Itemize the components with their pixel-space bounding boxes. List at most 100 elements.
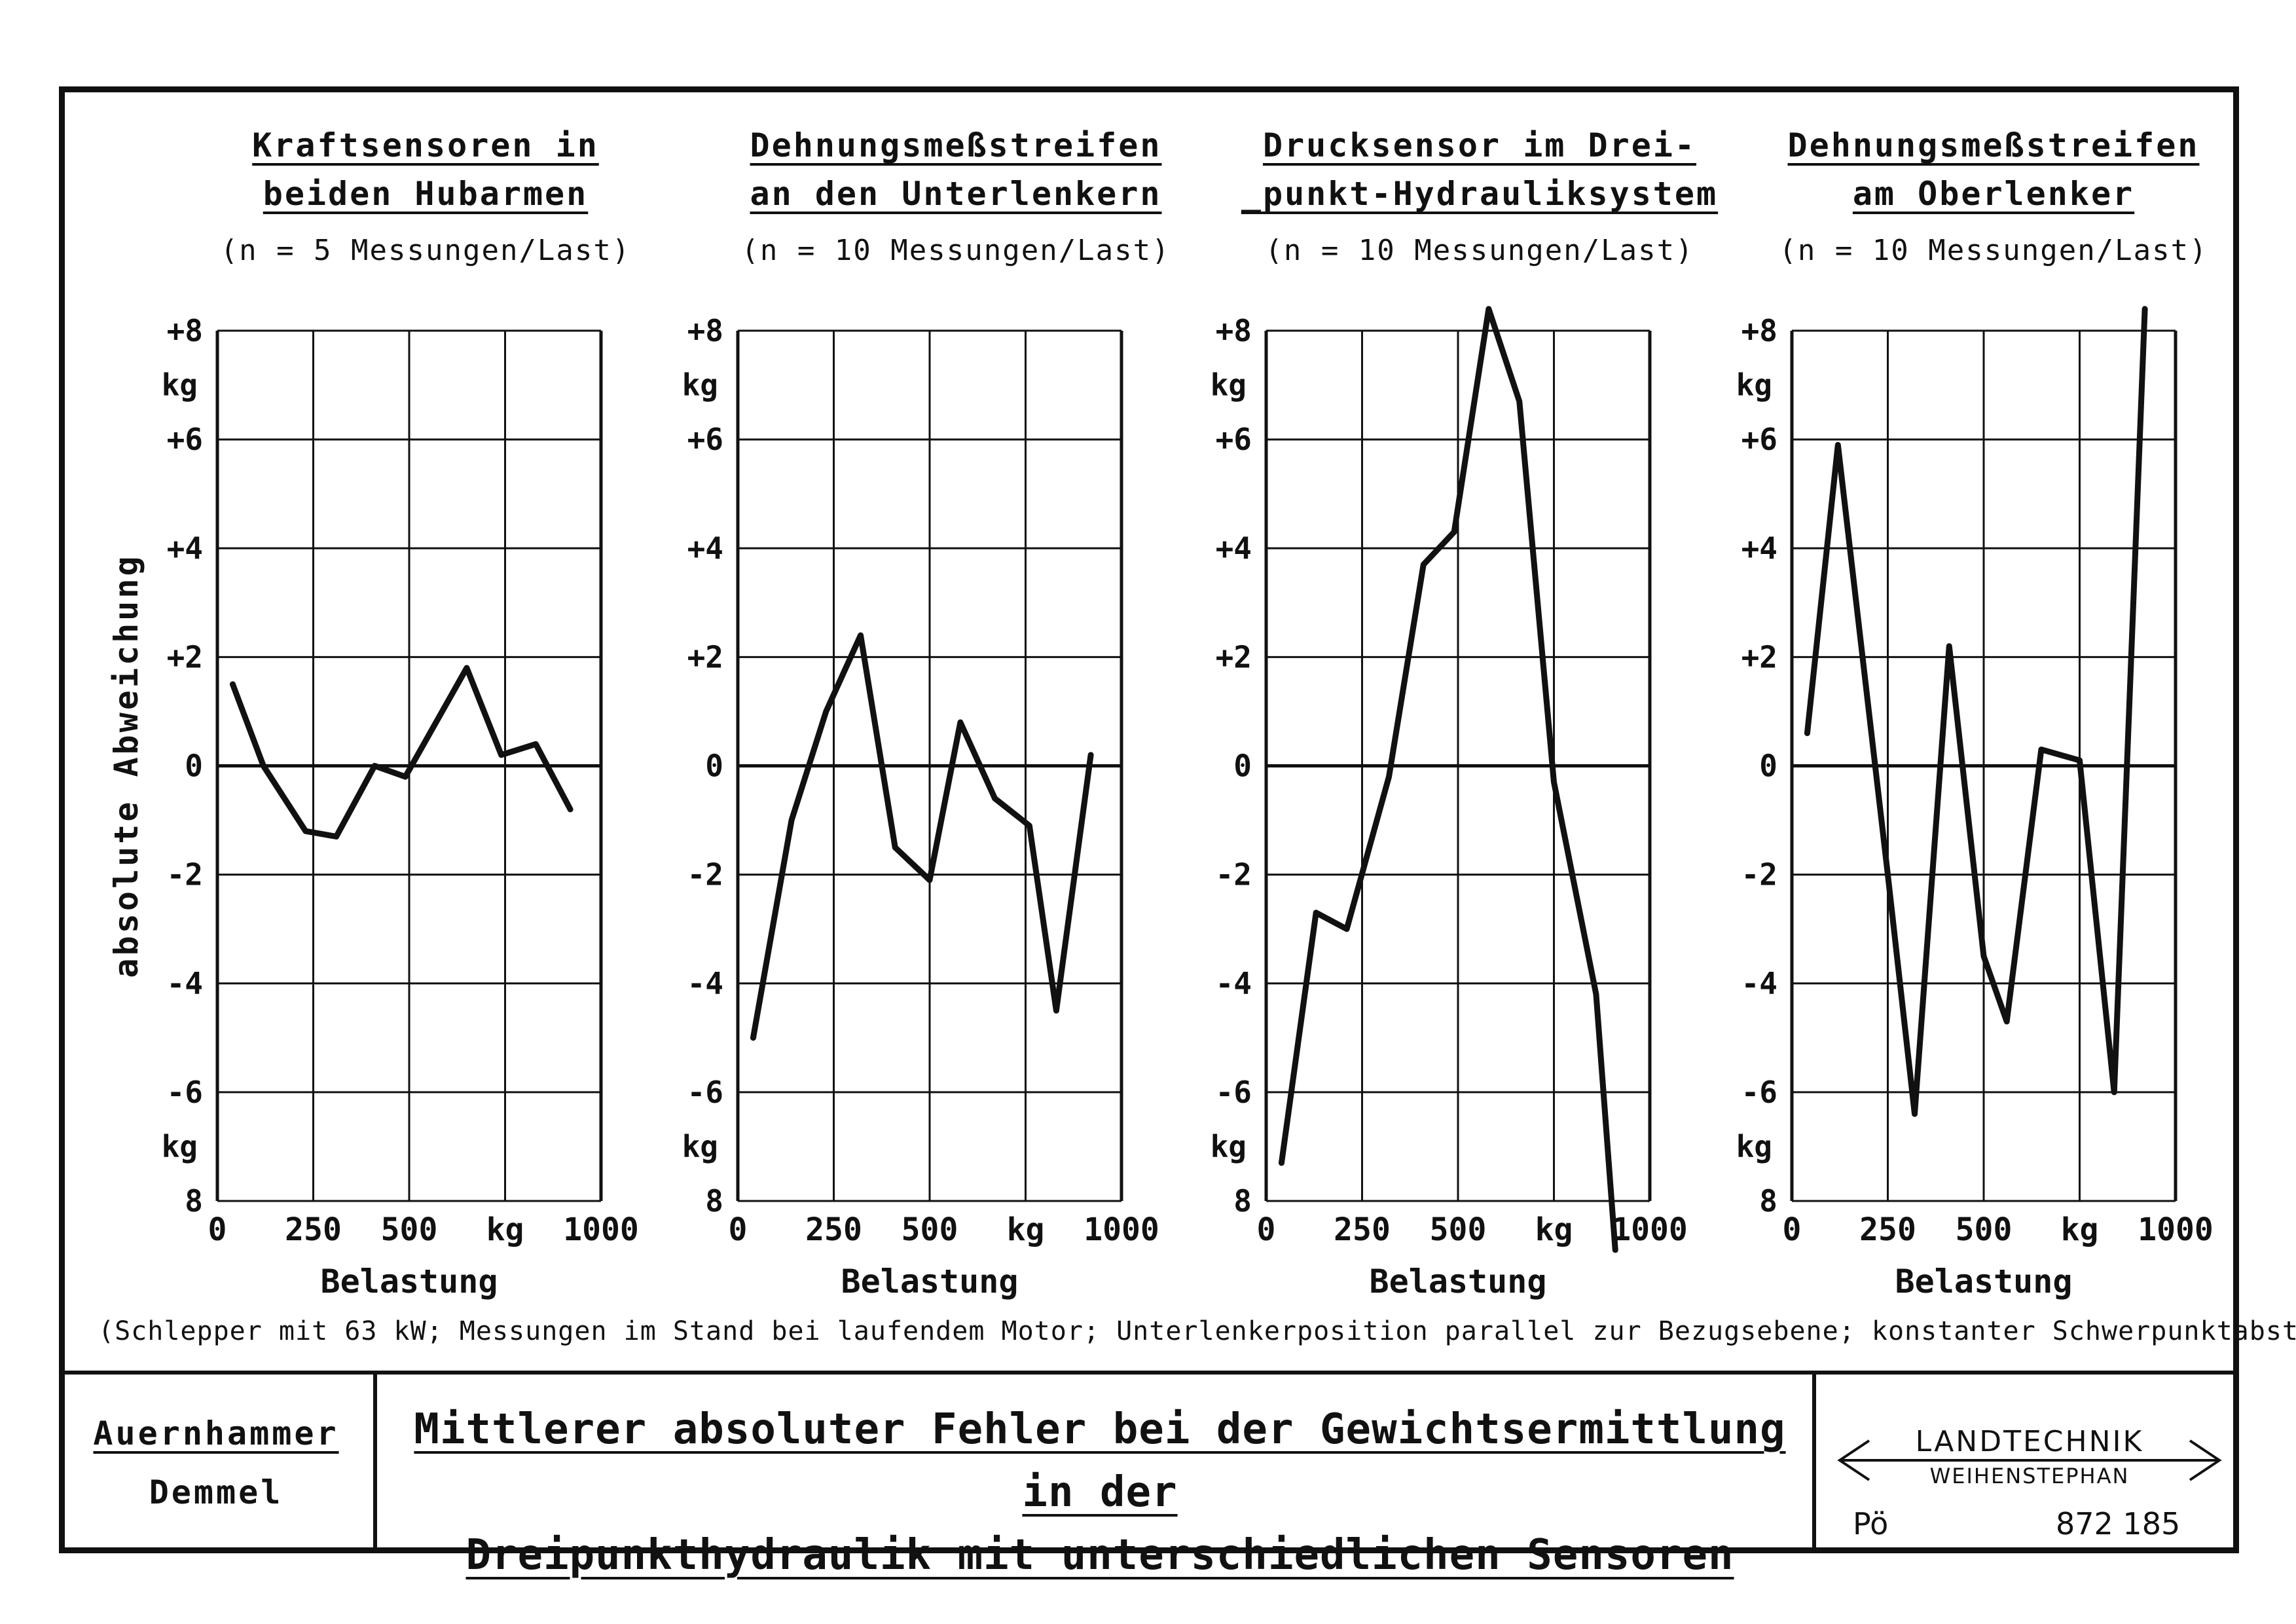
y-tick-label: 8	[185, 1183, 203, 1219]
y-tick-label: -2	[167, 857, 203, 893]
y-tick-label: -6	[1216, 1075, 1252, 1110]
panel-4-title-line-2: am Oberlenker	[1852, 175, 2135, 213]
drawing-code: Pö	[1853, 1506, 1889, 1541]
footer-divider-right	[1812, 1371, 1816, 1553]
y-tick-label: +2	[1216, 639, 1252, 674]
data-point	[1344, 926, 1350, 932]
main-title-line-2: Dreipunkthydraulik mit unterschiedlichen…	[465, 1531, 1734, 1579]
y-unit-label: kg	[1211, 367, 1247, 403]
drawing-frame	[59, 86, 2239, 1553]
footer-divider-left	[373, 1371, 377, 1553]
chart-panel-3: +8 +6 +4 +2 0 -2 -4 -6 8 kg kg 0 250 500 kg 1000 Belastu…	[1211, 306, 1688, 1301]
main-title-line-1: Mittlerer absoluter Fehler bei der Gewic…	[414, 1405, 1786, 1517]
data-point	[464, 665, 469, 671]
data-point	[1835, 442, 1841, 448]
panel-4-title: Dehnungsmeßstreifen am Oberlenker	[1755, 121, 2232, 218]
y-tick-label: -4	[687, 966, 723, 1001]
series-line	[1804, 306, 2148, 1117]
y-tick-label: +8	[687, 313, 723, 348]
y-tick-label: 0	[1759, 748, 1777, 784]
x-tick-label: 500	[902, 1211, 958, 1248]
x-tick-label: 0	[208, 1211, 227, 1248]
data-point	[1593, 991, 1599, 997]
data-point	[1981, 953, 1986, 959]
y-axis-label: absolute Abweichung	[107, 554, 145, 978]
data-point	[1912, 1111, 1918, 1117]
data-point	[892, 845, 898, 851]
y-unit-label: kg	[682, 367, 718, 403]
data-point	[1313, 910, 1319, 915]
series-line	[750, 632, 1094, 1041]
y-unit-label: kg	[162, 367, 198, 403]
data-point	[1885, 872, 1891, 877]
data-point	[2111, 1089, 2117, 1095]
y-unit-label: kg	[682, 1129, 718, 1164]
y-unit-label: kg	[1736, 1129, 1772, 1164]
panel-3-title: Drucksensor im Drei- _punkt-Hydrauliksys…	[1218, 121, 1741, 218]
x-axis-label: Belastung	[321, 1263, 498, 1301]
y-tick-label: +2	[687, 639, 723, 674]
x-tick-label: 1000	[2138, 1211, 2214, 1248]
y-tick-label: +4	[1216, 530, 1252, 566]
author-2: Demmel	[149, 1473, 283, 1511]
x-tick-label: kg	[1007, 1211, 1045, 1248]
y-tick-label: +8	[1741, 313, 1777, 348]
data-point	[403, 774, 409, 780]
panel-2-title-line-2: an den Unterlenkern	[750, 175, 1162, 213]
panel-1-subtitle: (n = 5 Messungen/Last)	[220, 234, 631, 267]
y-tick-label: 8	[705, 1183, 723, 1219]
x-tick-label: 500	[1430, 1211, 1487, 1248]
x-axis-label: Belastung	[1895, 1263, 2073, 1301]
x-tick-label: 1000	[563, 1211, 639, 1248]
y-tick-label: +2	[167, 639, 203, 674]
data-point	[261, 763, 266, 769]
y-unit-label: kg	[1736, 367, 1772, 403]
y-tick-label: +4	[687, 530, 723, 566]
data-point	[1613, 1247, 1618, 1253]
panel-1-title-line-2: beiden Hubarmen	[263, 175, 589, 213]
logo-line-1: LANDTECHNIK	[1892, 1426, 2167, 1458]
panel-4-subtitle: (n = 10 Messungen/Last)	[1779, 234, 2208, 267]
data-point	[372, 763, 378, 769]
panel-1-title: Kraftsensoren in beiden Hubarmen	[196, 121, 655, 218]
chart-panel-1: +8 +6 +4 +2 0 -2 -4 -6 8 kg kg 0 250 500 kg 1000 Belastu…	[107, 313, 639, 1301]
y-tick-label: 8	[1233, 1183, 1252, 1219]
x-axis-label: Belastung	[841, 1263, 1019, 1301]
data-point	[823, 709, 829, 714]
data-point	[498, 752, 504, 758]
y-tick-label: +6	[1216, 422, 1252, 457]
data-point	[302, 828, 308, 834]
data-point	[333, 834, 339, 840]
y-unit-label: kg	[1211, 1129, 1247, 1164]
y-unit-label: kg	[162, 1129, 198, 1164]
y-tick-label: +8	[1216, 313, 1252, 348]
x-tick-label: 0	[729, 1211, 748, 1248]
series-line	[1278, 306, 1618, 1253]
y-tick-label: +6	[167, 422, 203, 457]
data-point	[1451, 529, 1457, 535]
x-tick-label: kg	[486, 1211, 524, 1248]
data-point	[1053, 1008, 1059, 1014]
y-tick-label: -4	[1741, 966, 1777, 1001]
x-tick-label: kg	[2061, 1211, 2099, 1248]
y-tick-label: -2	[687, 857, 723, 893]
x-tick-label: 250	[1859, 1211, 1916, 1248]
y-tick-label: -4	[1216, 966, 1252, 1001]
panel-3-title-line-2: _punkt-Hydrauliksystem	[1241, 175, 1719, 213]
data-point	[2038, 747, 2044, 752]
y-tick-label: -6	[1741, 1075, 1777, 1110]
panel-2-title-line-1: Dehnungsmeßstreifen	[750, 126, 1162, 164]
data-point	[1279, 1160, 1285, 1166]
data-point	[992, 796, 998, 802]
data-point	[2142, 306, 2148, 312]
data-point	[957, 720, 963, 726]
panel-3-subtitle: (n = 10 Messungen/Last)	[1265, 234, 1694, 267]
data-point	[750, 1035, 756, 1041]
y-tick-label: +2	[1741, 639, 1777, 674]
data-point	[789, 817, 795, 823]
drawing-number: 872 185	[2056, 1506, 2181, 1541]
y-tick-label: +4	[1741, 530, 1777, 566]
data-point	[533, 741, 539, 747]
panel-3-title-line-1: Drucksensor im Drei-	[1262, 126, 1697, 164]
y-tick-label: 0	[1233, 748, 1252, 784]
